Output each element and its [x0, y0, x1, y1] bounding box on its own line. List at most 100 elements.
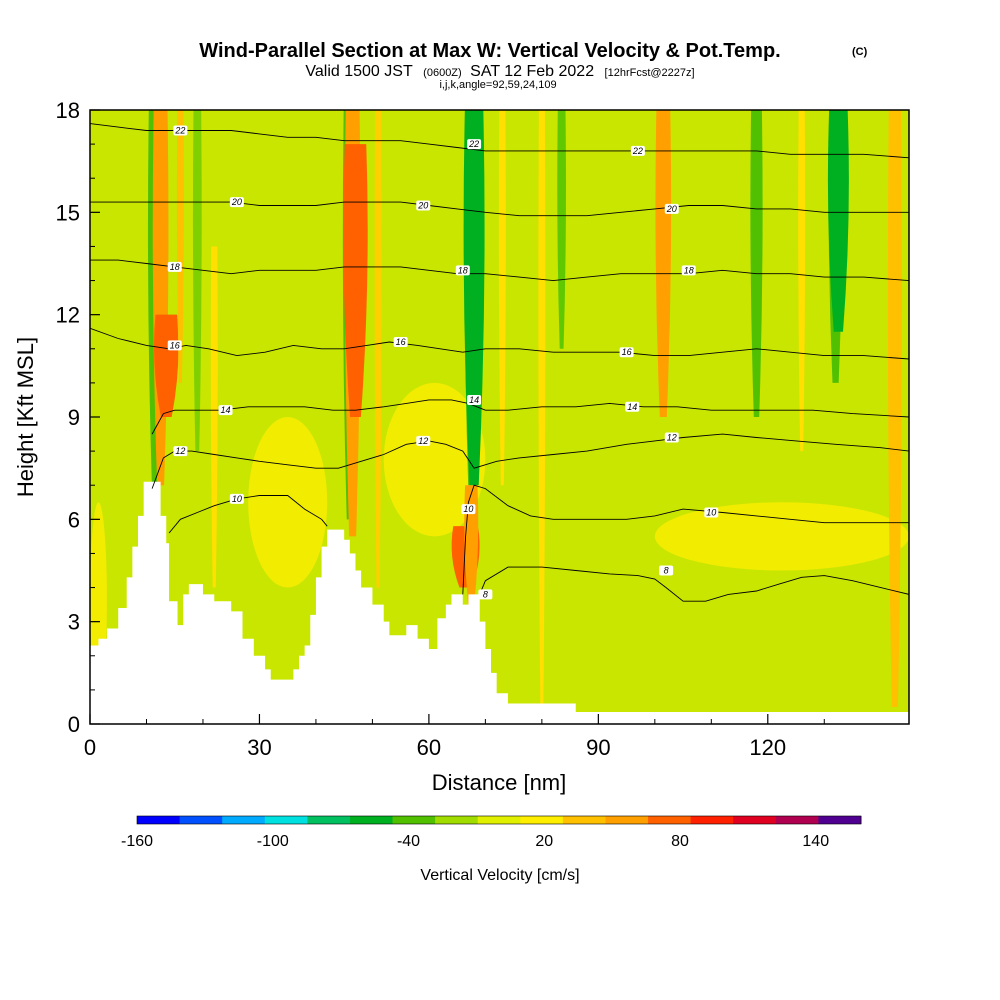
colorbar-swatch-15 — [775, 816, 819, 824]
chart-title: Wind-Parallel Section at Max W: Vertical… — [199, 40, 780, 62]
theta-contour-20 — [90, 201, 909, 217]
theta-contour-10 — [168, 495, 328, 534]
updraft-band-12 — [798, 110, 806, 452]
contour-label-10: 10 — [229, 493, 244, 504]
contour-label-18: 18 — [455, 265, 470, 276]
y-tick-label-3: 3 — [68, 610, 80, 635]
theta-contour-14 — [151, 399, 909, 435]
updraft-band-9 — [498, 110, 506, 486]
x-axis-label: Distance [nm] — [432, 770, 567, 795]
updraft-band-6 — [374, 110, 382, 588]
contour-label-20: 20 — [229, 197, 244, 208]
copyright-mark: (C) — [852, 46, 868, 58]
contour-label-12: 12 — [664, 432, 679, 443]
chart-subtitle: Valid 1500 JST (0600Z) SAT 12 Feb 2022 [… — [305, 63, 694, 80]
y-tick-label-18: 18 — [56, 98, 80, 123]
updraft-band-5 — [343, 144, 368, 417]
theta-contour-22 — [90, 123, 909, 159]
colorbar-swatch-7 — [435, 816, 479, 824]
contour-label-20: 20 — [416, 200, 431, 211]
svg-text:22: 22 — [632, 146, 643, 156]
svg-text:12: 12 — [418, 436, 428, 446]
contour-label-16: 16 — [619, 347, 634, 358]
colorbar-swatch-5 — [349, 816, 394, 824]
yellow-patch-3 — [654, 502, 909, 571]
downdraft-band-6 — [750, 110, 763, 417]
colorbar-swatch-16 — [818, 816, 862, 824]
contour-label-20: 20 — [664, 203, 679, 214]
y-tick-label-6: 6 — [68, 507, 80, 532]
downdraft-band-8 — [827, 110, 849, 332]
svg-text:12: 12 — [175, 446, 185, 456]
y-tick-label-9: 9 — [68, 405, 80, 430]
colorbar-label: Vertical Velocity [cm/s] — [420, 867, 579, 884]
x-tick-label-0: 0 — [84, 735, 96, 760]
x-tick-label-30: 30 — [247, 735, 271, 760]
terrain-mask — [90, 481, 909, 724]
colorbar-swatch-11 — [605, 816, 649, 824]
contour-label-14: 14 — [625, 401, 640, 412]
contour-label-12: 12 — [173, 446, 188, 457]
x-tick-label-60: 60 — [417, 735, 441, 760]
svg-text:20: 20 — [666, 204, 677, 214]
colorbar-swatch-0 — [137, 816, 181, 824]
svg-text:20: 20 — [231, 197, 242, 207]
theta-contour-8 — [479, 566, 909, 602]
forecast-info: [12hrFcst@2227z] — [605, 67, 695, 79]
svg-text:16: 16 — [170, 340, 180, 350]
svg-text:14: 14 — [469, 395, 479, 405]
svg-text:20: 20 — [417, 201, 428, 211]
axes-layer: 0 30 60 90 120 0 3 6 9 12 15 18 — [56, 98, 825, 760]
velocity-band-layer — [147, 110, 902, 707]
valid-date: SAT 12 Feb 2022 — [470, 63, 594, 80]
svg-text:22: 22 — [174, 125, 185, 135]
theta-contour-16 — [90, 327, 909, 360]
contour-label-14: 14 — [467, 394, 482, 405]
svg-text:18: 18 — [170, 262, 180, 272]
svg-text:10: 10 — [232, 494, 242, 504]
updraft-band-10 — [538, 110, 546, 707]
svg-text:16: 16 — [622, 347, 632, 357]
colorbar-swatch-12 — [648, 816, 692, 824]
colorbar-swatch-1 — [179, 816, 223, 824]
contour-label-8: 8 — [659, 565, 674, 576]
contour-label-10: 10 — [461, 504, 476, 515]
downdraft-band-1 — [192, 110, 202, 452]
contour-label-12: 12 — [416, 435, 431, 446]
contour-label-10: 10 — [704, 507, 719, 518]
updraft-band-1 — [154, 314, 179, 417]
yellow-patch-1 — [248, 417, 328, 588]
colorbar-swatch-9 — [520, 816, 564, 824]
svg-text:14: 14 — [627, 402, 637, 412]
yellow-patch-2 — [383, 382, 486, 537]
colorbar-swatch-10 — [562, 816, 606, 824]
utc-time: (0600Z) — [423, 67, 462, 79]
y-tick-label-0: 0 — [68, 712, 80, 737]
theta-contour-12 — [151, 433, 909, 489]
y-tick-label-12: 12 — [56, 303, 80, 328]
section-indices: i,j,k,angle=92,59,24,109 — [439, 79, 556, 91]
colorbar-swatch-2 — [222, 816, 266, 824]
contour-label-18: 18 — [167, 261, 182, 272]
svg-text:18: 18 — [684, 265, 694, 275]
y-tick-label-15: 15 — [56, 200, 80, 225]
y-axis-label: Height [Kft MSL] — [13, 337, 38, 497]
contour-label-8: 8 — [478, 589, 493, 600]
colorbar-tick-20: 20 — [535, 833, 553, 850]
downdraft-band-4 — [463, 110, 485, 486]
theta-contour-layer — [90, 123, 909, 602]
terrain-layer — [90, 481, 909, 724]
x-tick-label-90: 90 — [586, 735, 610, 760]
contour-label-18: 18 — [681, 265, 696, 276]
updraft-band-2 — [176, 110, 184, 383]
valid-time: Valid 1500 JST — [305, 63, 413, 80]
svg-text:10: 10 — [463, 504, 473, 514]
theta-contour-10 — [462, 484, 909, 595]
colorbar-tick-140: 140 — [802, 833, 829, 850]
colorbar-swatch-13 — [690, 816, 734, 824]
contour-label-16: 16 — [167, 340, 182, 351]
colorbar-tick--100: -100 — [257, 833, 289, 850]
svg-text:12: 12 — [667, 432, 677, 442]
contour-label-22: 22 — [173, 125, 188, 136]
svg-text:14: 14 — [221, 405, 231, 415]
